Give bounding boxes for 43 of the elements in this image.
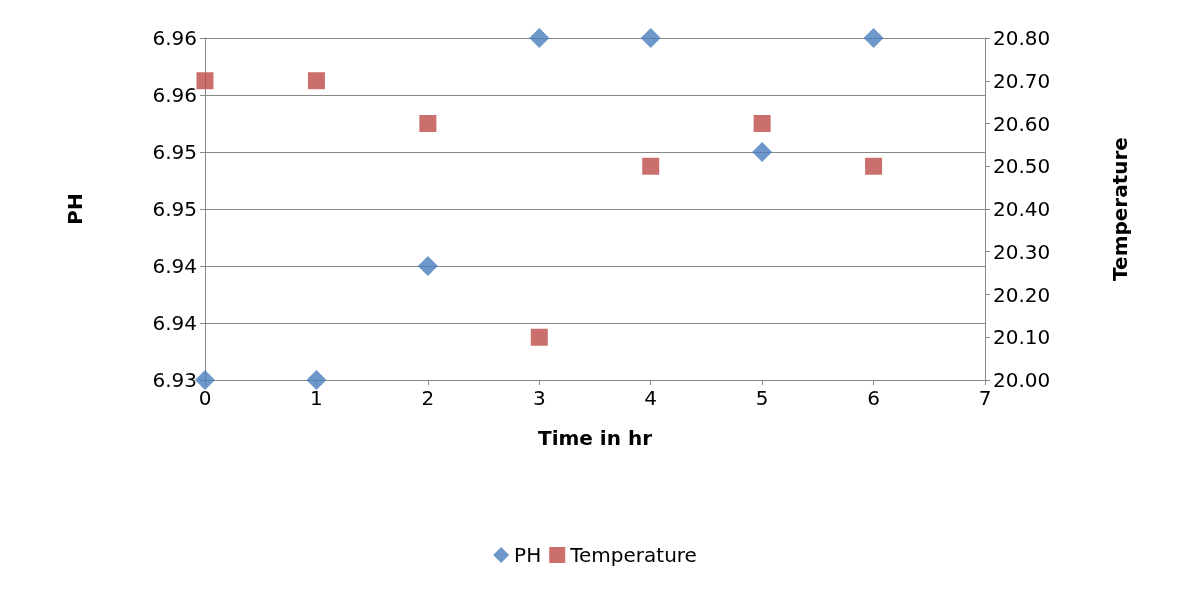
x-tick-label: 4 <box>644 386 658 410</box>
x-axis-title: Time in hr <box>537 426 653 450</box>
point <box>196 72 214 90</box>
x-tick-label: 3 <box>532 386 546 410</box>
y-tick-label: 6.95 <box>152 140 197 164</box>
point <box>640 28 661 48</box>
y-axis-title: PH <box>63 193 87 225</box>
y2-tick-label: 20.10 <box>993 325 1051 350</box>
point <box>753 115 771 132</box>
point <box>529 28 550 48</box>
y2-tick-label: 20.70 <box>993 68 1051 93</box>
y-tick-label: 6.93 <box>152 368 197 392</box>
point <box>863 28 884 48</box>
point <box>417 256 438 276</box>
point <box>752 142 773 162</box>
y2-tick-label: 20.80 <box>993 26 1051 50</box>
x-tick-label: 7 <box>978 386 992 410</box>
y2-tick-label: 20.50 <box>993 154 1051 179</box>
legend-label: PH <box>514 543 542 567</box>
point <box>530 328 548 346</box>
y2-axis-title: Temperature <box>1108 137 1132 281</box>
y2-tick-label: 20.40 <box>993 197 1051 221</box>
y-tick-label: 6.96 <box>152 83 197 107</box>
x-tick-label: 6 <box>867 386 880 410</box>
y-tick-label: 6.94 <box>152 311 197 335</box>
x-tick-label: 1 <box>310 386 323 410</box>
x-tick-label: 2 <box>421 386 435 410</box>
point <box>642 157 660 175</box>
y2-tick-label: 20.30 <box>993 239 1051 264</box>
point <box>306 370 327 390</box>
y-tick-label: 6.94 <box>152 254 197 278</box>
point <box>419 115 437 132</box>
y-tick-label: 6.95 <box>152 197 197 221</box>
y2-tick-label: 20.20 <box>993 282 1051 307</box>
point <box>195 370 215 390</box>
legend-label: Temperature <box>569 543 697 567</box>
y-tick-label: 6.96 <box>152 26 197 50</box>
x-tick-label: 5 <box>755 386 769 410</box>
y2-tick-label: 20.60 <box>993 111 1051 136</box>
y2-tick-label: 20.00 <box>993 368 1051 392</box>
x-tick-label: 0 <box>198 386 212 410</box>
point <box>865 157 883 175</box>
point <box>307 72 325 90</box>
